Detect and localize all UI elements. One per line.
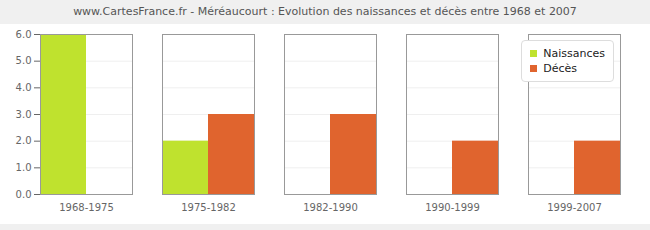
svg-text:1968-1975: 1968-1975 [59, 202, 114, 213]
svg-text:1990-1999: 1990-1999 [425, 202, 480, 213]
html-text:Naissances: Naissances [543, 47, 605, 60]
svg-text:1975-1982: 1975-1982 [181, 202, 236, 213]
svg-text:5.0: 5.0 [16, 55, 32, 66]
svg-text:1999-2007: 1999-2007 [547, 202, 602, 213]
html-text:www.CartesFrance.fr - Méréauco: www.CartesFrance.fr - Méréaucourt : Evol… [73, 5, 577, 18]
svg-text:3.0: 3.0 [16, 109, 32, 120]
svg-text:1.0: 1.0 [16, 162, 32, 173]
html-text:Décès: Décès [543, 62, 577, 75]
svg-text:6.0: 6.0 [16, 29, 32, 40]
svg-text:1982-1990: 1982-1990 [303, 202, 358, 213]
svg-text:4.0: 4.0 [16, 82, 32, 93]
svg-text:0.0: 0.0 [16, 189, 32, 200]
svg-text:2.0: 2.0 [16, 135, 32, 146]
